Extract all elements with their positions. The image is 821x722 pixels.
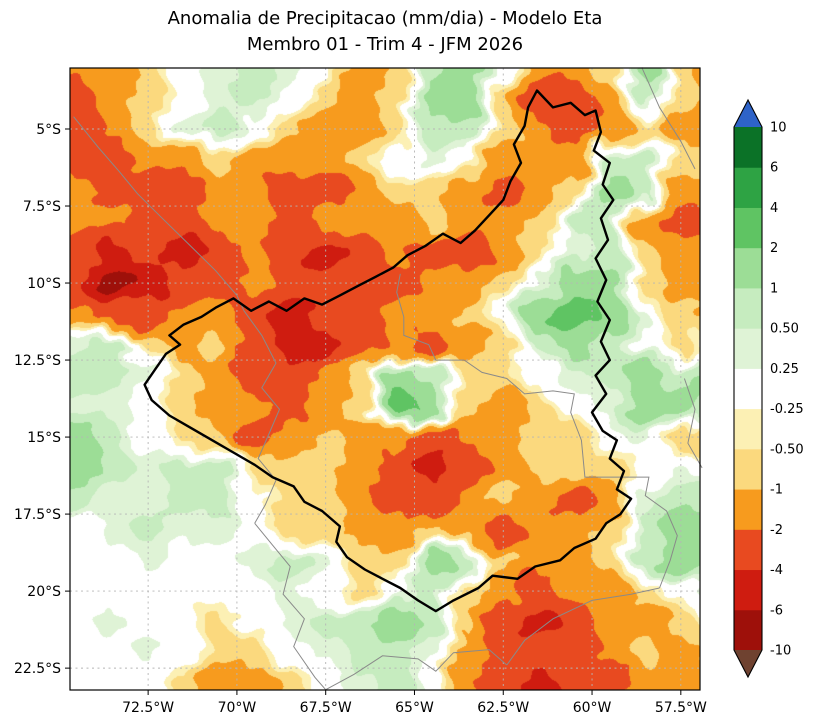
colorbar-segment [734,408,762,450]
figure-title: Anomalia de Precipitacao (mm/dia) - Mode… [70,6,700,58]
y-tick-label: 22.5°S [14,661,61,677]
colorbar-segment [734,247,762,289]
colorbar-outline [733,98,763,679]
anomaly-field-canvas [70,68,700,690]
x-tick-label: 70°W [218,700,257,716]
colorbar-tick-label: 6 [770,161,778,176]
y-tick-label: 5°S [36,122,61,138]
colorbar-tick-label: -4 [770,563,783,578]
x-tick-label: 67.5°W [300,700,352,716]
colorbar-tick-label: -10 [770,644,791,659]
colorbar-segment [734,569,762,611]
x-axis-ticks: 72.5°W 70°W 67.5°W 65°W 62.5°W 60°W 57.5°W [122,690,707,716]
colorbar-tick-label: -0.50 [770,442,804,457]
y-tick-label: 17.5°S [14,507,61,523]
figure-title-line2: Membro 01 - Trim 4 - JFM 2026 [246,34,524,55]
colorbar: 10 6 4 2 1 0.50 0.25 -0.25 -0.50 -1 -2 -4 -6 -10 [733,98,804,679]
colorbar-under-arrow [734,650,762,677]
x-tick-label: 60°W [573,700,612,716]
x-tick-label: 72.5°W [122,700,174,716]
colorbar-tick-label: 0.50 [770,322,799,337]
y-axis-ticks: 5°S 7.5°S 10°S 12.5°S 15°S 17.5°S 20°S 22.5°S [14,122,70,677]
colorbar-tick-label: 2 [770,241,778,256]
colorbar-segment [734,609,762,651]
x-tick-label: 62.5°W [477,700,529,716]
figure-title-line1: Anomalia de Precipitacao (mm/dia) - Mode… [167,8,603,29]
colorbar-tick-label: -2 [770,523,783,538]
colorbar-segment [734,127,762,168]
colorbar-tick-label: 10 [770,121,787,136]
y-tick-label: 20°S [27,584,61,600]
colorbar-segment [734,529,762,571]
colorbar-tick-label: -0.25 [770,402,804,417]
y-tick-label: 15°S [27,430,61,446]
colorbar-tick-label: 0.25 [770,362,799,377]
colorbar-segment [734,489,762,530]
colorbar-segment [734,368,762,410]
colorbar-tick-label: -1 [770,483,783,498]
colorbar-segment [734,287,762,329]
x-tick-label: 57.5°W [655,700,707,716]
colorbar-tick-label: 4 [770,201,778,216]
colorbar-over-arrow [734,100,762,127]
y-tick-label: 12.5°S [14,353,61,369]
colorbar-tick-label: -6 [770,603,783,618]
colorbar-segment [734,207,762,249]
colorbar-segment [734,448,762,490]
colorbar-segment [734,167,762,208]
x-tick-label: 65°W [395,700,434,716]
colorbar-segment [734,328,762,369]
y-tick-label: 10°S [27,276,61,292]
y-tick-label: 7.5°S [23,199,61,215]
colorbar-tick-label: 1 [770,281,778,296]
